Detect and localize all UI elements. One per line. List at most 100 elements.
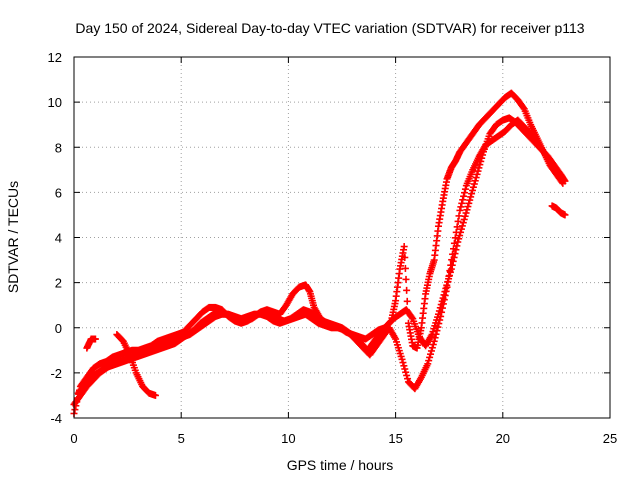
data-point [467, 193, 475, 201]
data-point [427, 347, 435, 355]
data-point [439, 294, 447, 302]
data-point [449, 257, 457, 265]
y-axis-label: SDTVAR / TECUs [5, 181, 21, 293]
data-point [459, 196, 467, 204]
data-point [400, 362, 408, 370]
data-point [403, 297, 411, 305]
data-point [461, 212, 469, 220]
data-point [448, 261, 456, 269]
data-point [453, 242, 461, 250]
data-point [408, 313, 416, 321]
data-point [455, 212, 463, 220]
chart-title: Day 150 of 2024, Sidereal Day-to-day VTE… [75, 20, 584, 36]
data-point [426, 353, 434, 361]
data-point [454, 238, 462, 246]
data-point [457, 203, 465, 211]
data-point [457, 225, 465, 233]
data-point [561, 211, 569, 219]
data-point [475, 164, 483, 172]
y-tick-label: 6 [55, 185, 62, 200]
data-point [459, 219, 467, 227]
data-point [443, 281, 451, 289]
y-tick-labels: -4 -2 0 2 4 6 8 10 12 [48, 50, 62, 426]
data-point [468, 190, 476, 198]
y-tick-label: -4 [50, 411, 62, 426]
y-tick-label: 12 [48, 50, 62, 65]
data-point [464, 203, 472, 211]
data-point [403, 371, 411, 379]
data-point [460, 192, 468, 200]
x-tick-label: 5 [178, 431, 185, 446]
data-point [561, 177, 569, 185]
data-point [453, 223, 461, 231]
data-point [435, 307, 443, 315]
data-point [436, 304, 444, 312]
data-point [457, 228, 465, 236]
data-point [402, 275, 410, 283]
y-tick-label: -2 [50, 366, 62, 381]
data-point [469, 183, 477, 191]
data-point [402, 368, 410, 376]
data-point [424, 360, 432, 368]
data-point [404, 375, 412, 383]
data-point [429, 341, 437, 349]
data-point [468, 186, 476, 194]
data-point [458, 222, 466, 230]
data-point [458, 199, 466, 207]
x-axis-label: GPS time / hours [287, 457, 394, 473]
data-point [441, 288, 449, 296]
data-point [442, 284, 450, 292]
x-tick-labels: 0 5 10 15 20 25 [70, 431, 617, 446]
data-point [478, 154, 486, 162]
x-tick-label: 15 [388, 431, 402, 446]
data-point [437, 301, 445, 309]
data-point [476, 161, 484, 169]
data-point [454, 217, 462, 225]
data-point [452, 246, 460, 254]
data-point [447, 265, 455, 273]
data-point [477, 157, 485, 165]
data-point [400, 243, 408, 251]
data-point [434, 310, 442, 318]
x-tick-label: 0 [70, 431, 77, 446]
data-point [461, 185, 469, 193]
data-point [451, 250, 459, 258]
y-tick-label: 0 [55, 321, 62, 336]
data-point [462, 209, 470, 217]
data-point [479, 151, 487, 159]
data-point [445, 275, 453, 283]
data-point [91, 335, 99, 343]
data-point [403, 286, 411, 294]
data-point [466, 196, 474, 204]
grid-lines [74, 57, 610, 418]
y-tick-label: 4 [55, 231, 62, 246]
data-point [465, 199, 473, 207]
data-point [71, 406, 79, 414]
data-points [70, 89, 569, 417]
data-point [440, 291, 448, 299]
data-point [472, 174, 480, 182]
y-tick-label: 2 [55, 276, 62, 291]
data-point [401, 264, 409, 272]
data-point [474, 167, 482, 175]
data-point [401, 365, 409, 373]
data-point [450, 253, 458, 261]
data-point [460, 215, 468, 223]
data-point [456, 232, 464, 240]
data-point [425, 357, 433, 365]
data-point [463, 206, 471, 214]
y-tick-label: 8 [55, 140, 62, 155]
data-point [446, 272, 454, 280]
data-point [451, 234, 459, 242]
data-point [456, 206, 464, 214]
x-tick-label: 25 [603, 431, 617, 446]
y-tick-label: 10 [48, 95, 62, 110]
data-point [438, 297, 446, 305]
data-point [471, 177, 479, 185]
data-point [470, 180, 478, 188]
data-point [455, 235, 463, 243]
data-point [399, 359, 407, 367]
data-point [444, 278, 452, 286]
data-point [461, 189, 469, 197]
